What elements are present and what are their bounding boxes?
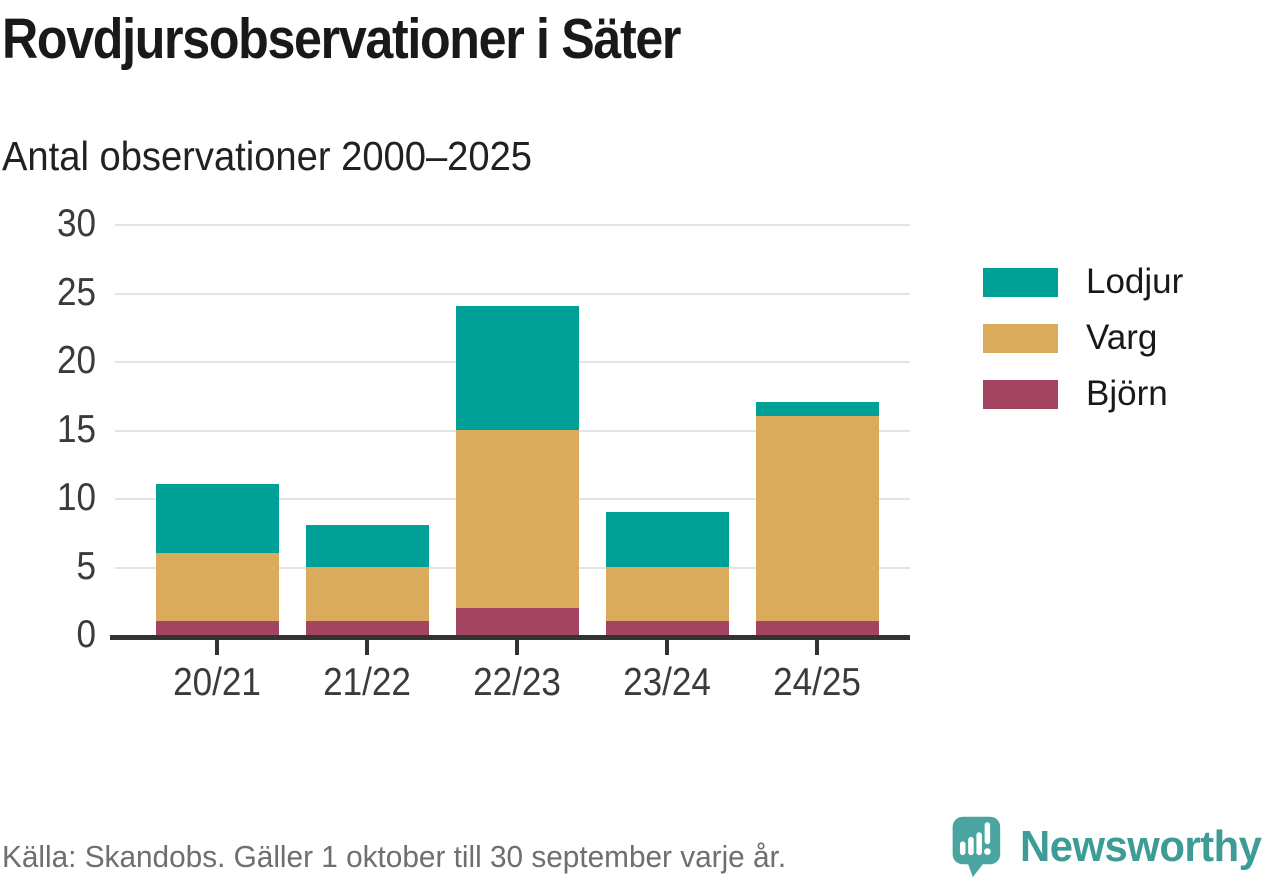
x-axis-tick-label: 23/24 — [623, 661, 711, 704]
bar-21-22 — [305, 525, 429, 635]
bar-segment-varg — [605, 566, 729, 622]
legend-label: Björn — [1086, 374, 1168, 413]
x-axis-line — [110, 635, 910, 640]
legend-swatch — [983, 379, 1058, 409]
y-axis-tick-label: 5 — [76, 544, 96, 588]
x-axis-tick-label: 24/25 — [773, 661, 861, 704]
bar-segment-björn — [455, 607, 579, 635]
gridline-y-25 — [115, 292, 910, 295]
chart-subtitle: Antal observationer 2000–2025 — [2, 133, 532, 179]
y-axis-tick-label: 15 — [56, 407, 96, 451]
bar-segment-lodjur — [305, 525, 429, 567]
gridline-y-30 — [115, 224, 910, 226]
bar-segment-varg — [155, 552, 279, 622]
bar-segment-björn — [155, 621, 279, 635]
bar-segment-varg — [755, 415, 879, 622]
bar-24-25 — [755, 402, 879, 635]
bar-20-21 — [155, 484, 279, 635]
x-axis-tick — [515, 640, 519, 655]
legend-item-varg: Varg — [983, 318, 1183, 358]
x-axis-tick — [665, 640, 669, 655]
legend-item-lodjur: Lodjur — [983, 262, 1183, 302]
plot-area: 20/21 21/22 22/23 23/24 24/25 — [110, 224, 910, 704]
legend: Lodjur Varg Björn — [983, 262, 1183, 430]
bar-23-24 — [605, 511, 729, 635]
bar-segment-björn — [755, 621, 879, 635]
x-axis-tick — [215, 640, 219, 655]
y-axis-tick-label: 0 — [76, 613, 96, 656]
newsworthy-wordmark: Newsworthy — [1020, 822, 1262, 871]
source-note: Källa: Skandobs. Gäller 1 oktober till 3… — [2, 839, 787, 874]
x-axis-tick-label: 20/21 — [173, 661, 261, 704]
legend-label: Varg — [1086, 318, 1158, 357]
bar-segment-lodjur — [155, 484, 279, 553]
x-axis-tick-label: 21/22 — [323, 661, 411, 704]
legend-swatch — [983, 323, 1058, 353]
x-axis-tick — [365, 640, 369, 655]
bar-segment-björn — [605, 621, 729, 635]
chart-title: Rovdjursobservationer i Säter — [2, 7, 681, 71]
y-axis-tick-label: 25 — [56, 270, 96, 314]
legend-item-björn: Björn — [983, 374, 1183, 414]
bar-segment-varg — [305, 566, 429, 622]
x-axis-tick — [815, 640, 819, 655]
legend-swatch — [983, 267, 1058, 297]
x-axis-tick-label: 22/23 — [473, 661, 561, 704]
y-axis-tick-label: 20 — [56, 339, 96, 382]
bar-segment-lodjur — [605, 511, 729, 567]
newsworthy-logo-icon — [952, 816, 1001, 878]
bar-22-23 — [455, 306, 579, 635]
legend-label: Lodjur — [1086, 262, 1184, 301]
bar-segment-lodjur — [455, 306, 579, 430]
y-axis-tick-label: 30 — [56, 202, 96, 245]
bar-segment-björn — [305, 621, 429, 635]
y-axis-tick-label: 10 — [56, 476, 96, 519]
bar-segment-varg — [455, 429, 579, 608]
bar-segment-lodjur — [755, 402, 879, 416]
